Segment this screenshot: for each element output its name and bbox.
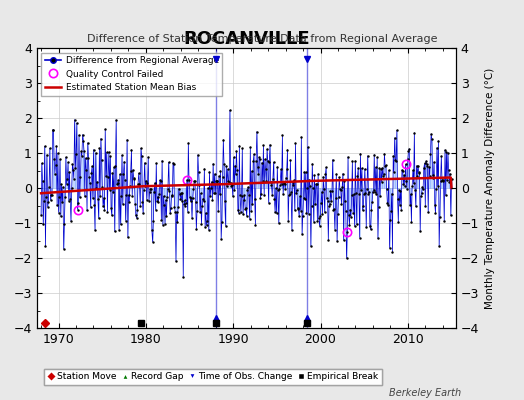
Legend: Station Move, Record Gap, Time of Obs. Change, Empirical Break: Station Move, Record Gap, Time of Obs. C… — [43, 369, 382, 385]
Y-axis label: Monthly Temperature Anomaly Difference (°C): Monthly Temperature Anomaly Difference (… — [485, 67, 495, 309]
Text: Berkeley Earth: Berkeley Earth — [389, 388, 461, 398]
Title: ROCANVILLE: ROCANVILLE — [183, 30, 310, 48]
Text: Difference of Station Temperature Data from Regional Average: Difference of Station Temperature Data f… — [87, 34, 437, 44]
